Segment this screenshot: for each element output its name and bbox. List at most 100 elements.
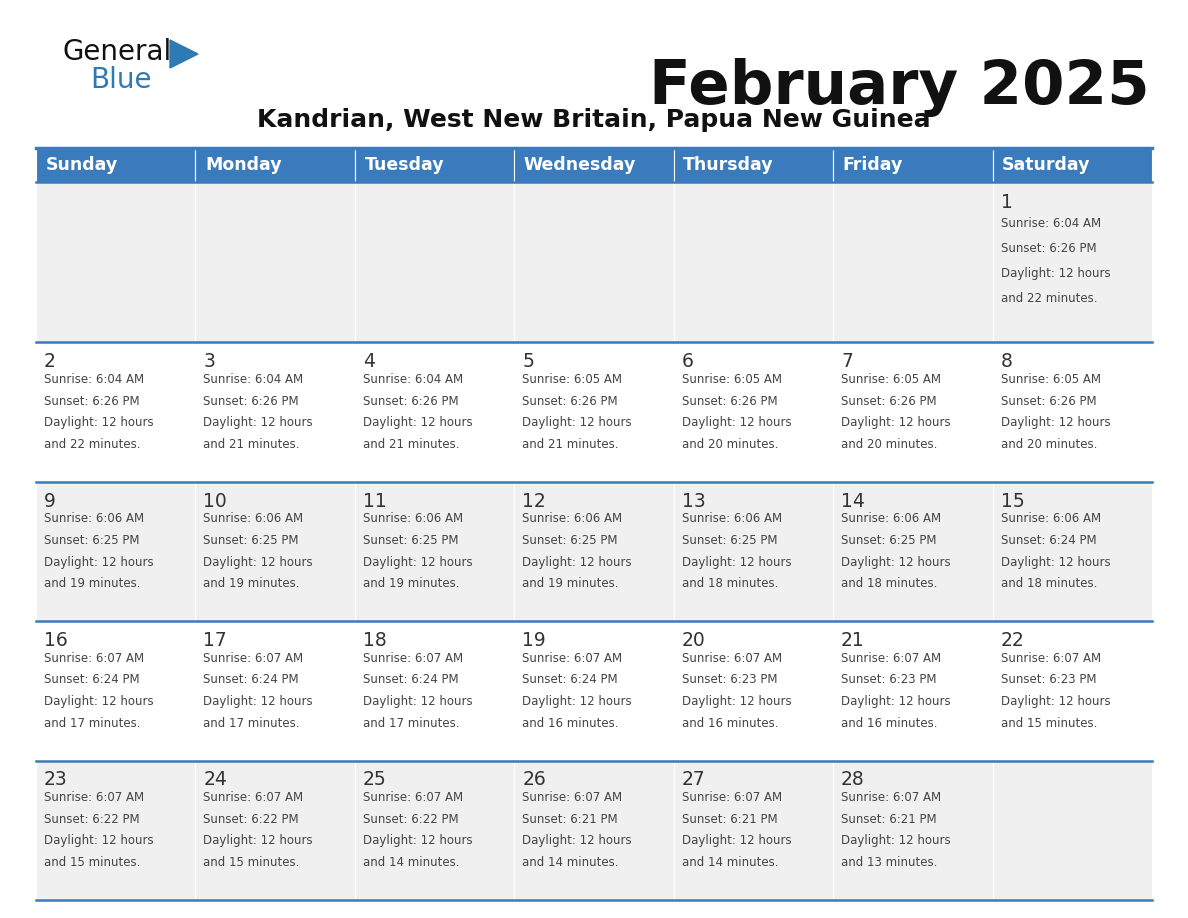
Text: and 16 minutes.: and 16 minutes. bbox=[523, 717, 619, 730]
Text: and 19 minutes.: and 19 minutes. bbox=[203, 577, 299, 590]
Text: Sunrise: 6:07 AM: Sunrise: 6:07 AM bbox=[362, 652, 463, 665]
Bar bbox=[196, 148, 355, 182]
Text: Sunset: 6:23 PM: Sunset: 6:23 PM bbox=[841, 674, 936, 687]
Text: Sunset: 6:26 PM: Sunset: 6:26 PM bbox=[1000, 395, 1097, 408]
Text: Sunset: 6:23 PM: Sunset: 6:23 PM bbox=[682, 674, 777, 687]
Text: Sunset: 6:26 PM: Sunset: 6:26 PM bbox=[682, 395, 777, 408]
Bar bbox=[833, 342, 992, 482]
Text: Sunset: 6:25 PM: Sunset: 6:25 PM bbox=[682, 534, 777, 547]
Polygon shape bbox=[170, 40, 198, 68]
Text: 2: 2 bbox=[44, 353, 56, 371]
Text: 4: 4 bbox=[362, 353, 375, 371]
Text: and 13 minutes.: and 13 minutes. bbox=[841, 856, 937, 869]
Text: Thursday: Thursday bbox=[683, 156, 773, 174]
Text: and 17 minutes.: and 17 minutes. bbox=[203, 717, 299, 730]
Text: Daylight: 12 hours: Daylight: 12 hours bbox=[203, 834, 312, 847]
Text: and 14 minutes.: and 14 minutes. bbox=[362, 856, 460, 869]
Bar bbox=[355, 482, 514, 621]
Bar bbox=[514, 148, 674, 182]
Text: Sunrise: 6:06 AM: Sunrise: 6:06 AM bbox=[44, 512, 144, 525]
Bar bbox=[992, 621, 1152, 761]
Text: Daylight: 12 hours: Daylight: 12 hours bbox=[44, 695, 153, 708]
Text: Sunset: 6:21 PM: Sunset: 6:21 PM bbox=[523, 812, 618, 826]
Text: Daylight: 12 hours: Daylight: 12 hours bbox=[523, 695, 632, 708]
Text: Saturday: Saturday bbox=[1003, 156, 1091, 174]
Text: Daylight: 12 hours: Daylight: 12 hours bbox=[203, 416, 312, 430]
Text: 11: 11 bbox=[362, 491, 386, 510]
Bar bbox=[355, 182, 514, 342]
Bar bbox=[833, 182, 992, 342]
Text: Daylight: 12 hours: Daylight: 12 hours bbox=[523, 834, 632, 847]
Text: 10: 10 bbox=[203, 491, 227, 510]
Text: Sunset: 6:26 PM: Sunset: 6:26 PM bbox=[362, 395, 459, 408]
Bar bbox=[674, 482, 833, 621]
Text: Sunset: 6:25 PM: Sunset: 6:25 PM bbox=[841, 534, 936, 547]
Text: Daylight: 12 hours: Daylight: 12 hours bbox=[841, 555, 950, 568]
Bar bbox=[36, 342, 196, 482]
Text: 5: 5 bbox=[523, 353, 535, 371]
Text: 7: 7 bbox=[841, 353, 853, 371]
Text: 17: 17 bbox=[203, 631, 227, 650]
Bar bbox=[36, 182, 196, 342]
Text: 8: 8 bbox=[1000, 353, 1012, 371]
Text: Sunset: 6:21 PM: Sunset: 6:21 PM bbox=[841, 812, 937, 826]
Bar bbox=[833, 148, 992, 182]
Text: Sunrise: 6:06 AM: Sunrise: 6:06 AM bbox=[1000, 512, 1100, 525]
Bar bbox=[355, 148, 514, 182]
Text: Sunset: 6:26 PM: Sunset: 6:26 PM bbox=[523, 395, 618, 408]
Text: Sunset: 6:22 PM: Sunset: 6:22 PM bbox=[203, 812, 299, 826]
Bar bbox=[355, 342, 514, 482]
Bar bbox=[196, 182, 355, 342]
Text: Sunrise: 6:04 AM: Sunrise: 6:04 AM bbox=[1000, 218, 1100, 230]
Text: and 14 minutes.: and 14 minutes. bbox=[682, 856, 778, 869]
Text: Kandrian, West New Britain, Papua New Guinea: Kandrian, West New Britain, Papua New Gu… bbox=[257, 108, 931, 132]
Text: 6: 6 bbox=[682, 353, 694, 371]
Bar bbox=[992, 342, 1152, 482]
Text: Sunrise: 6:07 AM: Sunrise: 6:07 AM bbox=[841, 652, 941, 665]
Text: Sunrise: 6:04 AM: Sunrise: 6:04 AM bbox=[203, 373, 303, 386]
Text: Sunrise: 6:07 AM: Sunrise: 6:07 AM bbox=[1000, 652, 1100, 665]
Text: Wednesday: Wednesday bbox=[524, 156, 637, 174]
Text: Daylight: 12 hours: Daylight: 12 hours bbox=[523, 555, 632, 568]
Text: Sunrise: 6:05 AM: Sunrise: 6:05 AM bbox=[682, 373, 782, 386]
Text: 12: 12 bbox=[523, 491, 546, 510]
Bar bbox=[514, 342, 674, 482]
Text: February 2025: February 2025 bbox=[650, 58, 1150, 117]
Text: Daylight: 12 hours: Daylight: 12 hours bbox=[1000, 416, 1110, 430]
Text: 28: 28 bbox=[841, 770, 865, 789]
Text: and 15 minutes.: and 15 minutes. bbox=[203, 856, 299, 869]
Text: and 17 minutes.: and 17 minutes. bbox=[44, 717, 140, 730]
Text: 21: 21 bbox=[841, 631, 865, 650]
Text: and 18 minutes.: and 18 minutes. bbox=[682, 577, 778, 590]
Text: and 22 minutes.: and 22 minutes. bbox=[1000, 292, 1097, 305]
Text: Sunrise: 6:07 AM: Sunrise: 6:07 AM bbox=[203, 652, 303, 665]
Bar bbox=[992, 761, 1152, 900]
Text: Sunrise: 6:07 AM: Sunrise: 6:07 AM bbox=[362, 791, 463, 804]
Text: and 15 minutes.: and 15 minutes. bbox=[44, 856, 140, 869]
Text: Daylight: 12 hours: Daylight: 12 hours bbox=[44, 834, 153, 847]
Bar bbox=[833, 761, 992, 900]
Text: Sunset: 6:24 PM: Sunset: 6:24 PM bbox=[1000, 534, 1097, 547]
Text: Sunrise: 6:07 AM: Sunrise: 6:07 AM bbox=[523, 652, 623, 665]
Text: Sunset: 6:24 PM: Sunset: 6:24 PM bbox=[203, 674, 299, 687]
Text: and 20 minutes.: and 20 minutes. bbox=[841, 438, 937, 451]
Text: and 14 minutes.: and 14 minutes. bbox=[523, 856, 619, 869]
Text: Sunset: 6:26 PM: Sunset: 6:26 PM bbox=[44, 395, 140, 408]
Bar bbox=[36, 482, 196, 621]
Text: Sunset: 6:25 PM: Sunset: 6:25 PM bbox=[44, 534, 139, 547]
Text: Sunrise: 6:07 AM: Sunrise: 6:07 AM bbox=[203, 791, 303, 804]
Bar bbox=[355, 761, 514, 900]
Text: Daylight: 12 hours: Daylight: 12 hours bbox=[682, 416, 791, 430]
Text: Sunset: 6:26 PM: Sunset: 6:26 PM bbox=[1000, 242, 1097, 255]
Text: 22: 22 bbox=[1000, 631, 1024, 650]
Text: Sunrise: 6:05 AM: Sunrise: 6:05 AM bbox=[841, 373, 941, 386]
Text: Daylight: 12 hours: Daylight: 12 hours bbox=[1000, 555, 1110, 568]
Text: Friday: Friday bbox=[842, 156, 903, 174]
Text: and 18 minutes.: and 18 minutes. bbox=[1000, 577, 1097, 590]
Text: Blue: Blue bbox=[90, 66, 152, 94]
Text: Sunset: 6:23 PM: Sunset: 6:23 PM bbox=[1000, 674, 1097, 687]
Text: Sunset: 6:26 PM: Sunset: 6:26 PM bbox=[203, 395, 299, 408]
Text: Daylight: 12 hours: Daylight: 12 hours bbox=[523, 416, 632, 430]
Text: and 19 minutes.: and 19 minutes. bbox=[44, 577, 140, 590]
Bar bbox=[674, 182, 833, 342]
